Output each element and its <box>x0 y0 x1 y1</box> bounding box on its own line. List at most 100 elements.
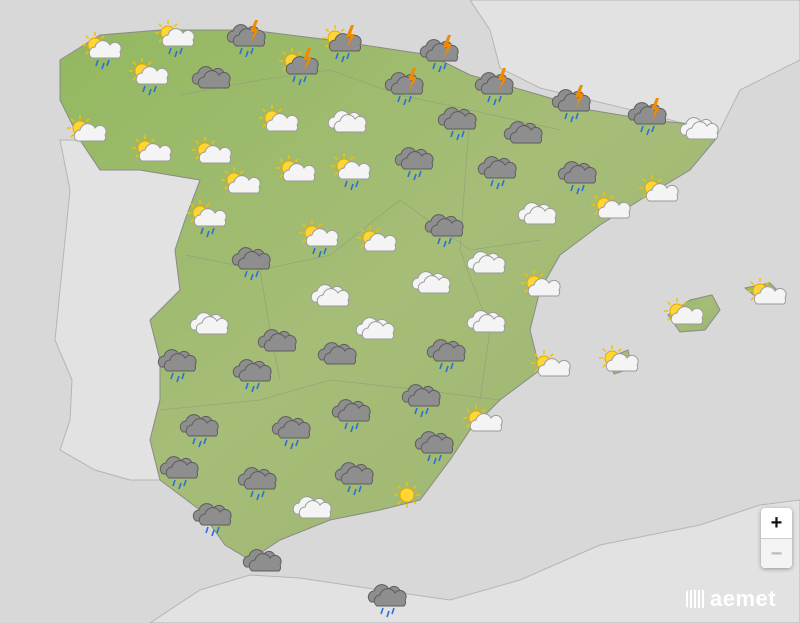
rain-icon <box>367 584 407 618</box>
rain-drops-icon <box>170 372 185 383</box>
rain-drops-icon <box>292 75 307 86</box>
rain-drops-icon <box>490 179 505 190</box>
lightning-icon <box>443 35 452 58</box>
rain-icon <box>557 161 597 195</box>
rain-drops-icon <box>239 47 254 58</box>
rain-drops-icon <box>192 437 207 448</box>
aemet-logo-icon <box>686 590 706 608</box>
storm-icon <box>419 35 459 73</box>
overcast-rain-icon <box>331 399 371 433</box>
forecast-icons <box>67 20 787 618</box>
storm-icon <box>627 98 667 136</box>
rain-drops-icon <box>312 247 327 258</box>
rain-icon <box>159 456 199 490</box>
overcast-icon <box>191 66 231 89</box>
rain-drops-icon <box>570 184 585 195</box>
cloudy-icon <box>679 117 719 140</box>
rain-drops-icon <box>95 59 110 70</box>
rain-drops-icon <box>168 47 183 58</box>
overcast-rain-icon <box>192 503 232 537</box>
rain-drops-icon <box>245 382 260 393</box>
zoom-out-button[interactable]: − <box>761 538 792 568</box>
storm-icon <box>226 20 266 58</box>
overcast-icon <box>257 329 297 352</box>
partly-cloudy-icon <box>639 175 679 202</box>
zoom-control: + − <box>761 508 792 568</box>
storm-sun-icon <box>322 25 362 63</box>
partly-cloudy-icon <box>259 105 299 132</box>
cloudy-icon <box>411 271 451 294</box>
rain-drops-icon <box>397 95 412 106</box>
overcast-icon <box>317 342 357 365</box>
cloudy-icon <box>292 496 332 519</box>
partly-cloudy-rain-icon <box>129 58 169 96</box>
rain-icon <box>426 339 466 373</box>
rain-drops-icon <box>200 227 215 238</box>
rain-icon <box>414 431 454 465</box>
overcast-rain-icon <box>334 462 374 496</box>
partly-cloudy-icon <box>521 270 561 297</box>
storm-icon <box>384 68 424 106</box>
rain-drops-icon <box>439 362 454 373</box>
rain-drops-icon <box>250 490 265 501</box>
cloudy-icon <box>327 110 367 133</box>
lightning-icon <box>346 25 355 48</box>
partly-cloudy-icon <box>221 167 261 194</box>
lightning-icon <box>250 20 259 43</box>
storm-icon <box>551 85 591 123</box>
partly-cloudy-icon <box>747 278 787 305</box>
rain-drops-icon <box>437 237 452 248</box>
cloudy-icon <box>466 310 506 333</box>
africa-land <box>149 499 800 623</box>
zoom-in-button[interactable]: + <box>770 512 783 534</box>
lightning-icon <box>303 48 312 71</box>
storm-icon <box>474 68 514 106</box>
rain-drops-icon <box>640 125 655 136</box>
cloudy-icon <box>355 317 395 340</box>
partly-cloudy-icon <box>357 225 397 252</box>
overcast-icon <box>242 549 282 572</box>
cloudy-icon <box>189 312 229 335</box>
partly-cloudy-icon <box>531 350 571 377</box>
aemet-logo-text: aemet <box>710 586 777 611</box>
rain-drops-icon <box>284 439 299 450</box>
overcast-rain-icon <box>157 349 197 383</box>
partly-cloudy-rain-icon <box>331 153 371 191</box>
rain-icon <box>271 416 311 450</box>
sun-icon <box>394 482 420 508</box>
partly-cloudy-icon <box>664 298 704 325</box>
rain-icon <box>394 147 434 181</box>
overcast-rain-icon <box>401 384 441 418</box>
lightning-icon <box>498 68 507 91</box>
partly-cloudy-icon <box>67 115 107 142</box>
partly-cloudy-icon <box>591 192 631 219</box>
rain-drops-icon <box>432 62 447 73</box>
overcast-rain-icon <box>179 414 219 448</box>
rain-drops-icon <box>380 607 395 618</box>
rain-drops-icon <box>347 485 362 496</box>
rain-drops-icon <box>407 170 422 181</box>
overcast-icon <box>503 121 543 144</box>
lightning-icon <box>575 85 584 108</box>
partly-cloudy-icon <box>192 137 232 164</box>
storm-sun-icon <box>279 48 319 86</box>
mostly-sunny-icon <box>463 405 503 432</box>
sunny-icon <box>394 482 420 508</box>
partly-cloudy-rain-icon <box>299 220 339 258</box>
rain-drops-icon <box>142 85 157 96</box>
cloudy-icon <box>310 284 350 307</box>
partly-cloudy-rain-icon <box>155 20 195 58</box>
aemet-logo: aemet <box>686 586 776 612</box>
rain-icon <box>424 214 464 248</box>
rain-drops-icon <box>344 180 359 191</box>
rain-drops-icon <box>487 95 502 106</box>
rain-drops-icon <box>172 479 187 490</box>
rain-drops-icon <box>564 112 579 123</box>
partly-cloudy-rain-icon <box>187 200 227 238</box>
rain-drops-icon <box>427 454 442 465</box>
overcast-rain-icon <box>237 467 277 501</box>
rain-icon <box>437 107 477 141</box>
rain-drops-icon <box>244 270 259 281</box>
rain-drops-icon <box>414 407 429 418</box>
